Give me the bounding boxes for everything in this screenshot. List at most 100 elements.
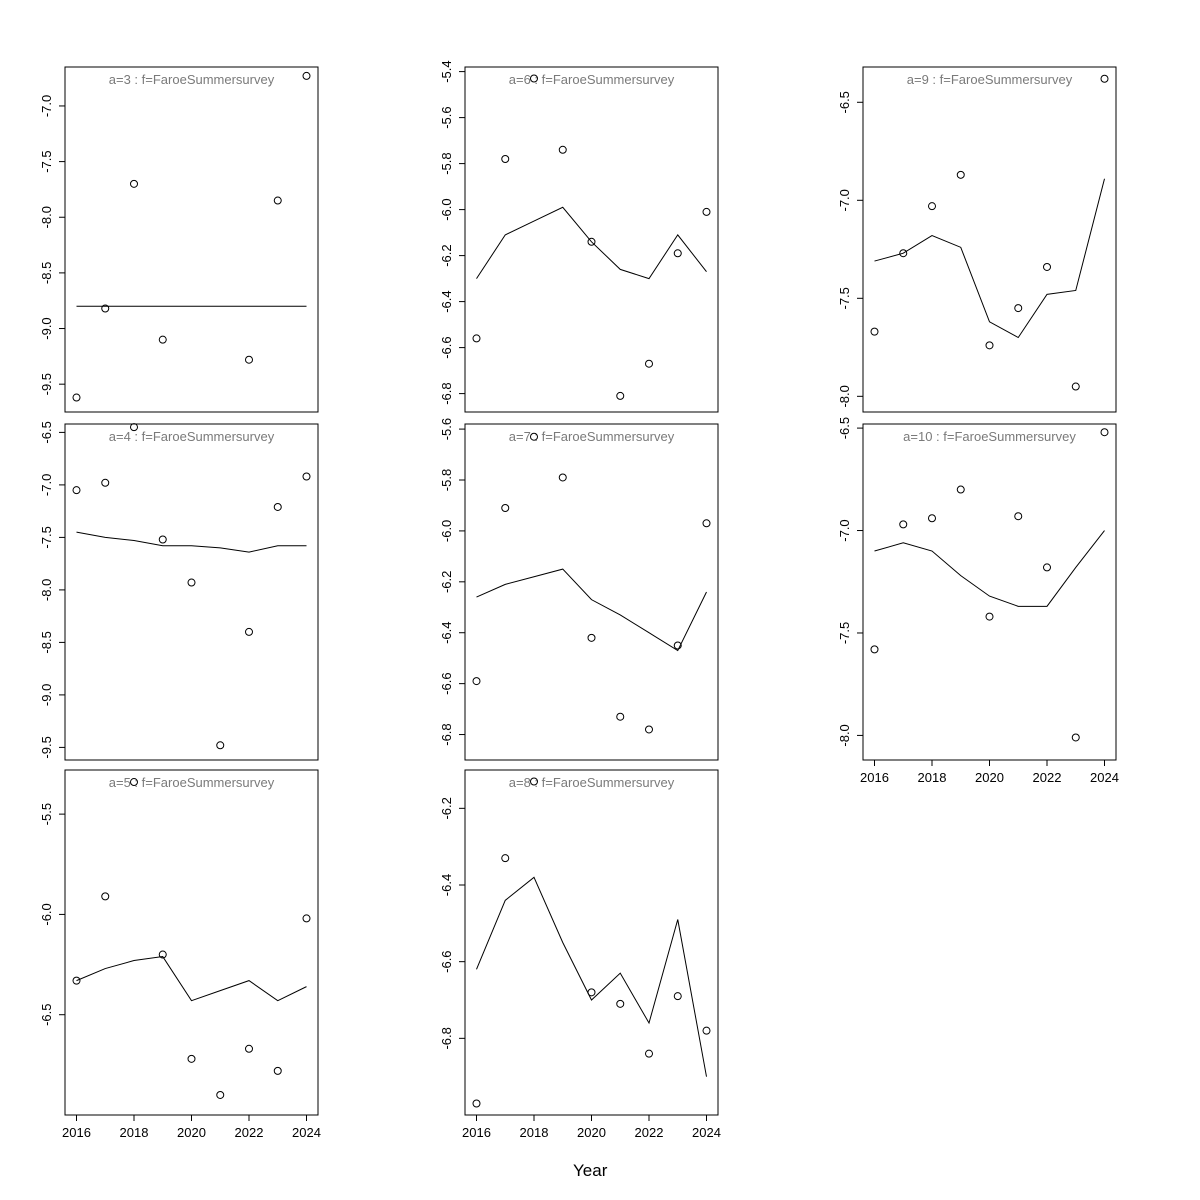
data-point [899,520,908,529]
data-point [216,741,225,750]
y-tick-label: -5.8 [439,469,454,491]
y-tick-label: -6.5 [837,417,852,439]
data-point [72,976,81,985]
y-tick-label: -6.6 [439,950,454,972]
data-point [530,74,538,83]
fit-line [476,876,707,1077]
panel-box [64,769,319,1116]
panel-box [464,423,719,761]
y-tick-label: -6.6 [439,672,454,694]
data-point [899,249,908,258]
y-tick-label: -6.8 [439,1027,454,1049]
data-point [273,1066,282,1075]
data-point [616,712,625,721]
y-tick-label: -8.0 [39,206,54,228]
data-point [130,179,138,188]
x-tick-label: 2018 [918,770,947,785]
panel-title: a=7 : f=FaroeSummersurvey [509,429,675,444]
data-point [587,237,596,246]
data-point [472,677,481,686]
y-tick-label: -5.8 [439,152,454,174]
data-point [1043,563,1051,572]
data-point [1014,512,1023,521]
y-tick-label: -6.5 [39,421,54,443]
x-tick-label: 2024 [692,1125,721,1140]
data-point [1100,428,1109,437]
data-point [616,999,625,1008]
data-point [702,1026,711,1035]
x-tick-label: 2016 [860,770,889,785]
panel-box [862,423,1117,761]
data-point [870,645,879,654]
data-point [101,892,110,901]
y-tick-label: -7.5 [837,622,852,644]
x-tick-label: 2018 [520,1125,549,1140]
data-point [1071,733,1080,742]
panel-a4: a=4 : f=FaroeSummersurvey -6.5 -7.0 -7.5 -8.… [39,421,319,761]
y-tick-label: -6.5 [837,91,852,113]
y-tick-label: -5.4 [439,60,454,82]
data-point [1043,262,1051,271]
y-tick-label: -6.2 [439,571,454,593]
data-point [302,71,311,80]
y-tick-label: -9.0 [39,317,54,339]
data-point [501,504,510,512]
fit-line [76,956,307,1002]
data-point [273,502,282,511]
panel-title: a=4 : f=FaroeSummersurvey [109,429,275,444]
data-point [530,777,538,786]
data-point [530,432,538,441]
panel-box [464,66,719,413]
panel-a10: a=10 : f=FaroeSummersurvey -6.5 -7.0 -7.5 -8… [837,417,1119,785]
panel-title: a=6 : f=FaroeSummersurvey [509,72,675,87]
y-tick-label: -6.6 [439,336,454,358]
data-point [130,423,138,432]
data-point [72,486,81,495]
y-tick-label: -8.0 [39,579,54,601]
y-tick-label: -6.4 [439,622,454,644]
data-point [302,472,311,481]
x-tick-label: 2024 [1090,770,1119,785]
y-tick-label: -7.0 [39,95,54,117]
data-point [558,145,567,154]
x-tick-label: 2022 [635,1125,664,1140]
data-point [870,327,879,336]
panel-box [862,66,1117,413]
panel-box [464,769,719,1116]
data-point [956,170,965,179]
y-tick-label: -6.5 [39,1004,54,1026]
panel-a6: a=6 : f=FaroeSummersurvey -5.4 -5.6 -5.8 -6.… [439,60,719,413]
panel-title: a=5 : f=FaroeSummersurvey [109,775,275,790]
data-point [645,1049,653,1058]
fit-line [874,178,1105,339]
data-point [673,641,682,650]
data-point [501,854,510,863]
y-tick-label: -6.8 [439,382,454,404]
y-tick-label: -8.5 [39,262,54,284]
data-point [187,1054,196,1063]
y-tick-label: -5.5 [39,803,54,825]
x-axis-title: Year [573,1161,608,1180]
data-point [558,473,567,482]
data-point [1071,382,1080,391]
y-tick-label: -7.5 [39,150,54,172]
panel-title: a=8 : f=FaroeSummersurvey [509,775,675,790]
data-point [645,359,653,368]
data-point [302,914,311,923]
data-point [928,514,936,523]
data-point [72,393,81,402]
data-point [702,207,711,216]
data-point [673,992,682,1001]
panel-box [64,423,319,761]
y-tick-label: -5.6 [439,418,454,440]
data-point [587,633,596,642]
data-point [501,155,510,163]
x-tick-label: 2024 [292,1125,321,1140]
data-point [101,304,110,313]
data-point [245,627,253,636]
y-tick-label: -8.0 [837,385,852,407]
panel-a9: a=9 : f=FaroeSummersurvey -6.5 -7.0 -7.5 -8.… [837,66,1117,413]
y-tick-label: -6.0 [439,198,454,220]
data-point [673,249,682,258]
panel-title: a=9 : f=FaroeSummersurvey [907,72,1073,87]
